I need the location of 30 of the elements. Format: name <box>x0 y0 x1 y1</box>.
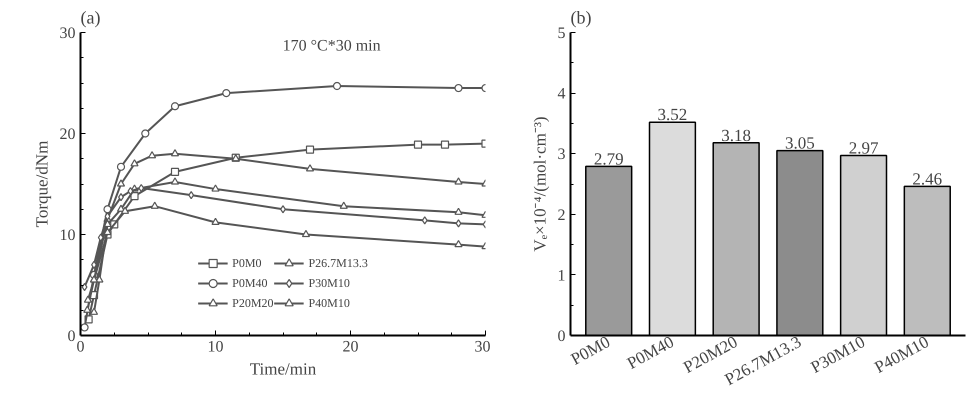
data-label: 2.79 <box>594 149 624 168</box>
y-tick-label: 10 <box>60 227 76 244</box>
data-label: 2.46 <box>912 169 942 188</box>
legend-label: P40M10 <box>308 296 350 310</box>
data-label: 2.97 <box>848 138 879 158</box>
legend-label: P0M0 <box>232 256 262 270</box>
y-tick-label: 20 <box>60 126 76 143</box>
y-tick-label: 3 <box>558 146 566 164</box>
y-axis-title: Torque/dNm <box>32 140 52 228</box>
legend-label: P0M40 <box>232 276 268 290</box>
y-tick-label: 1 <box>558 267 566 284</box>
data-label: 3.18 <box>721 126 752 145</box>
y-tick-label: 4 <box>558 86 566 103</box>
x-tick-label: 30 <box>474 338 490 356</box>
data-label: 3.05 <box>784 134 815 153</box>
y-tick-label: 5 <box>558 25 566 42</box>
chart-title: (b) <box>570 8 592 28</box>
annotation: 170 °C*30 min <box>282 38 381 54</box>
y-tick-label: 2 <box>558 206 566 224</box>
x-tick-label: 20 <box>342 338 358 356</box>
data-label: 3.52 <box>658 105 688 124</box>
x-axis-title: Time/min <box>250 360 317 378</box>
legend-label: P30M10 <box>308 276 350 290</box>
chart-title: (a) <box>80 8 100 28</box>
y-tick-label: 30 <box>60 25 76 42</box>
legend-label: P26.7M13.3 <box>308 256 368 270</box>
x-tick-label: 10 <box>208 338 224 356</box>
y-axis-title: Vₑ×10⁻⁴/(mol·cm⁻³) <box>530 116 550 252</box>
x-tick-label: P0M0 <box>568 332 614 369</box>
legend-label: P20M20 <box>232 296 274 310</box>
